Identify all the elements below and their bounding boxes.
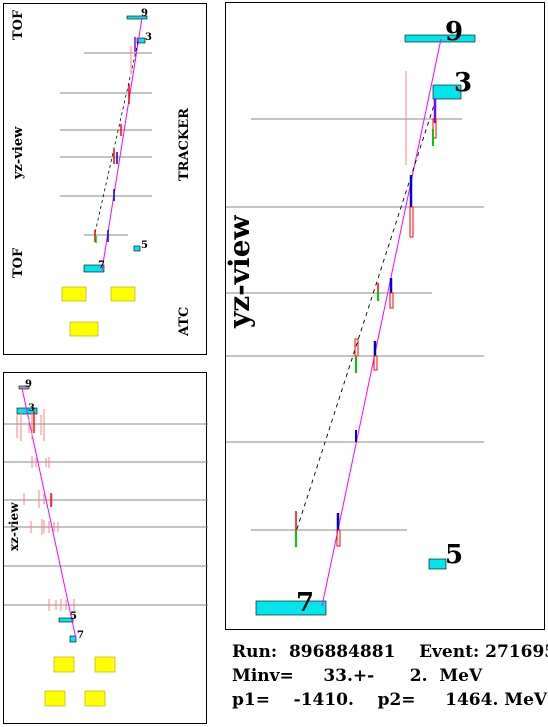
tof-counter-7	[255, 600, 327, 616]
hit-mark	[389, 292, 394, 309]
atc-counter	[44, 690, 66, 707]
hit-number-7: 7	[296, 588, 314, 618]
track-solid	[21, 387, 77, 640]
run-event-line: Run: 896884881 Event: 271695	[232, 642, 548, 662]
tof-counter-5	[428, 558, 447, 570]
tof-counter-3	[432, 84, 462, 100]
hit-mark	[336, 529, 341, 547]
yz-view-small-canvas: 9 3 5 7 TOF yz-view TRACKER TOF ATC	[11, 8, 192, 337]
hit-number-5: 5	[70, 611, 77, 622]
hit-number-9: 9	[445, 17, 463, 47]
tof-counter-7	[83, 264, 105, 273]
hit-mark	[409, 206, 414, 238]
hit-mark	[354, 338, 359, 357]
atc-counter	[53, 656, 75, 673]
tracker-label: TRACKER	[177, 108, 192, 181]
momentum-line: p1= -1410. p2= 1464. MeV	[232, 690, 548, 710]
tof-counter-9	[18, 385, 30, 390]
tof-bottom-label: TOF	[11, 247, 26, 278]
tof-counter-9	[404, 34, 476, 43]
yz-view-small-panel: 9 3 5 7 TOF yz-view TRACKER TOF ATC	[3, 3, 207, 355]
hit-number-3: 3	[454, 68, 472, 98]
event-info: Run: 896884881 Event: 271695 Minv= 33.+-…	[232, 640, 548, 712]
atc-counter	[110, 286, 136, 302]
track-solid	[321, 38, 442, 607]
xz-view-label: xz-view	[7, 502, 21, 551]
hit-number-7: 7	[77, 630, 84, 641]
atc-counter	[84, 690, 106, 707]
hit-number-9: 9	[141, 8, 148, 19]
tof-counter-9	[126, 15, 148, 20]
track-solid	[101, 17, 143, 271]
atc-counter	[94, 656, 116, 673]
track-dashed	[94, 41, 139, 234]
hit-number-3: 3	[28, 403, 35, 414]
hit-marks-group	[16, 409, 75, 611]
atc-label: ATC	[177, 307, 192, 337]
yz-view-label: yz-view	[11, 126, 26, 180]
track-dashed	[295, 98, 437, 533]
hit-number-7: 7	[98, 260, 105, 271]
tof-top-label: TOF	[11, 9, 26, 40]
xz-view-small-panel: 9 3 5 7 xz-view	[3, 372, 208, 724]
atc-counter	[61, 286, 87, 302]
atc-counter	[69, 321, 99, 337]
tof-counter-5	[133, 245, 141, 252]
hit-number-5: 5	[141, 240, 148, 251]
yz-view-large-label: yz-view	[226, 214, 256, 329]
xz-view-small-canvas: 9 3 5 7 xz-view	[4, 379, 208, 707]
minv-line: Minv= 33.+- 2. MeV	[232, 666, 483, 686]
hit-mark	[432, 118, 437, 139]
tof-counter-5	[58, 617, 74, 623]
hit-number-3: 3	[145, 32, 152, 43]
hit-number-5: 5	[445, 540, 463, 570]
hit-number-9: 9	[25, 379, 32, 390]
yz-view-large-panel: 9 3 5 7 yz-view	[225, 2, 545, 630]
tof-counter-3	[136, 37, 146, 44]
hit-mark	[373, 355, 378, 371]
yz-view-large-canvas: 9 3 5 7 yz-view	[226, 17, 484, 618]
